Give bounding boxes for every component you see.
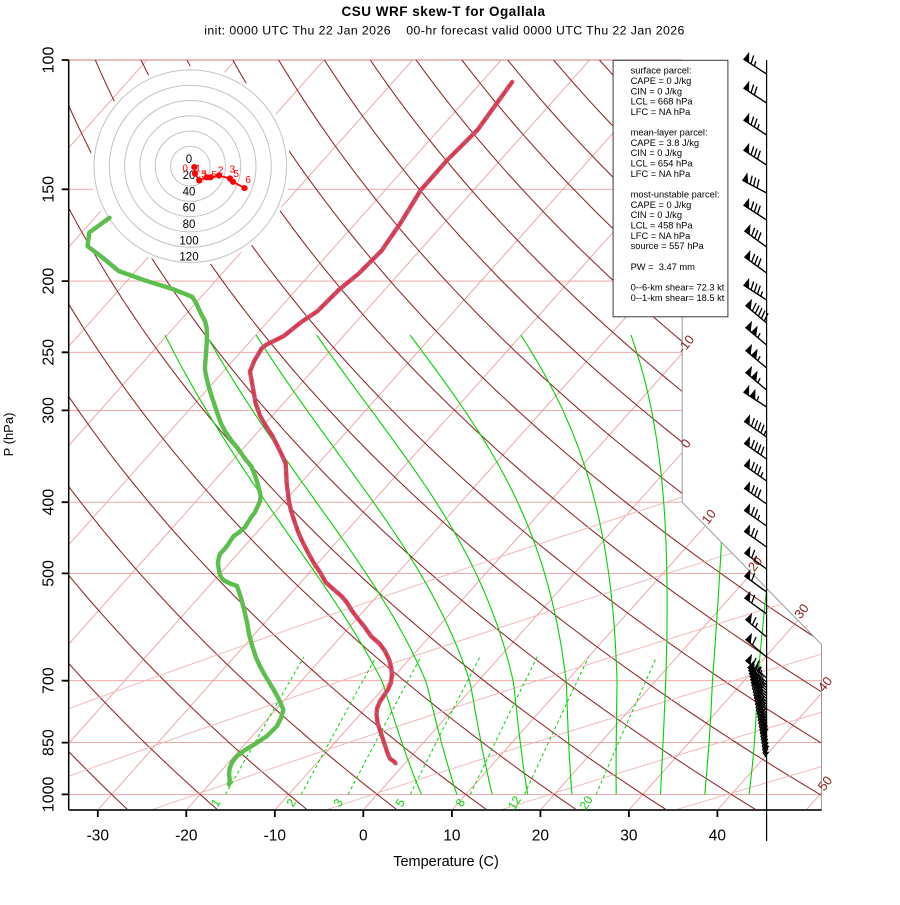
svg-text:CAPE = 0 J/kg: CAPE = 0 J/kg xyxy=(631,200,692,210)
svg-text:Temperature (C): Temperature (C) xyxy=(393,854,499,870)
svg-text:init: 0000 UTC Thu 22 Jan 2026: init: 0000 UTC Thu 22 Jan 2026 00-hr for… xyxy=(204,24,684,38)
svg-text:300: 300 xyxy=(41,397,58,424)
svg-text:150: 150 xyxy=(41,176,58,203)
svg-text:P (hPa): P (hPa) xyxy=(1,413,16,457)
svg-text:CAPE = 3.8 J/kg: CAPE = 3.8 J/kg xyxy=(631,138,699,148)
svg-text:LFC = NA hPa: LFC = NA hPa xyxy=(631,107,692,117)
svg-text:0--6-km shear= 72.3 kt: 0--6-km shear= 72.3 kt xyxy=(631,283,725,293)
svg-text:0: 0 xyxy=(182,163,188,174)
svg-text:2: 2 xyxy=(218,166,224,177)
svg-text:LCL = 458 hPa: LCL = 458 hPa xyxy=(631,221,694,231)
svg-text:40: 40 xyxy=(183,187,196,199)
svg-text:CAPE = 0 J/kg: CAPE = 0 J/kg xyxy=(631,76,692,86)
svg-text:LFC = NA hPa: LFC = NA hPa xyxy=(631,231,692,241)
svg-text:500: 500 xyxy=(41,560,58,587)
svg-text:10: 10 xyxy=(443,828,461,845)
svg-text:LFC = NA hPa: LFC = NA hPa xyxy=(631,169,692,179)
svg-text:0: 0 xyxy=(186,154,192,166)
svg-text:1.5: 1.5 xyxy=(203,170,217,181)
svg-text:1000: 1000 xyxy=(41,777,58,813)
svg-text:5: 5 xyxy=(233,169,239,180)
svg-text:0--1-km shear= 18.5 kt: 0--1-km shear= 18.5 kt xyxy=(631,293,725,303)
svg-text:CIN = 0 J/kg: CIN = 0 J/kg xyxy=(631,148,682,158)
svg-text:100: 100 xyxy=(179,235,198,247)
svg-text:1: 1 xyxy=(195,164,201,175)
svg-text:-30: -30 xyxy=(87,828,110,845)
svg-text:surface parcel:: surface parcel: xyxy=(631,66,692,76)
svg-text:40: 40 xyxy=(709,828,727,845)
svg-text:100: 100 xyxy=(41,47,58,74)
svg-text:200: 200 xyxy=(41,268,58,295)
svg-text:0: 0 xyxy=(359,828,368,845)
svg-text:CIN = 0 J/kg: CIN = 0 J/kg xyxy=(631,86,682,96)
svg-text:400: 400 xyxy=(41,489,58,516)
svg-text:CSU WRF skew-T for Ogallala: CSU WRF skew-T for Ogallala xyxy=(341,4,545,19)
svg-text:LCL = 668 hPa: LCL = 668 hPa xyxy=(631,97,694,107)
svg-text:most-unstable parcel:: most-unstable parcel: xyxy=(631,190,720,200)
svg-text:250: 250 xyxy=(41,339,58,366)
svg-text:60: 60 xyxy=(183,203,196,215)
svg-text:-10: -10 xyxy=(264,828,287,845)
svg-text:PW = 3.47 mm: PW = 3.47 mm xyxy=(631,262,696,272)
svg-text:700: 700 xyxy=(41,667,58,694)
svg-text:6: 6 xyxy=(245,175,251,186)
svg-text:120: 120 xyxy=(179,252,198,264)
svg-text:20: 20 xyxy=(532,828,550,845)
svg-text:3: 3 xyxy=(230,165,236,176)
svg-text:850: 850 xyxy=(41,729,58,756)
svg-text:mean-layer parcel:: mean-layer parcel: xyxy=(631,128,708,138)
svg-text:-20: -20 xyxy=(175,828,198,845)
svg-text:30: 30 xyxy=(620,828,638,845)
svg-text:.5: .5 xyxy=(198,170,207,181)
svg-text:CIN = 0 J/kg: CIN = 0 J/kg xyxy=(631,210,682,220)
svg-text:LCL = 654 hPa: LCL = 654 hPa xyxy=(631,159,694,169)
svg-text:80: 80 xyxy=(183,219,196,231)
svg-text:source = 557 hPa: source = 557 hPa xyxy=(631,241,705,251)
